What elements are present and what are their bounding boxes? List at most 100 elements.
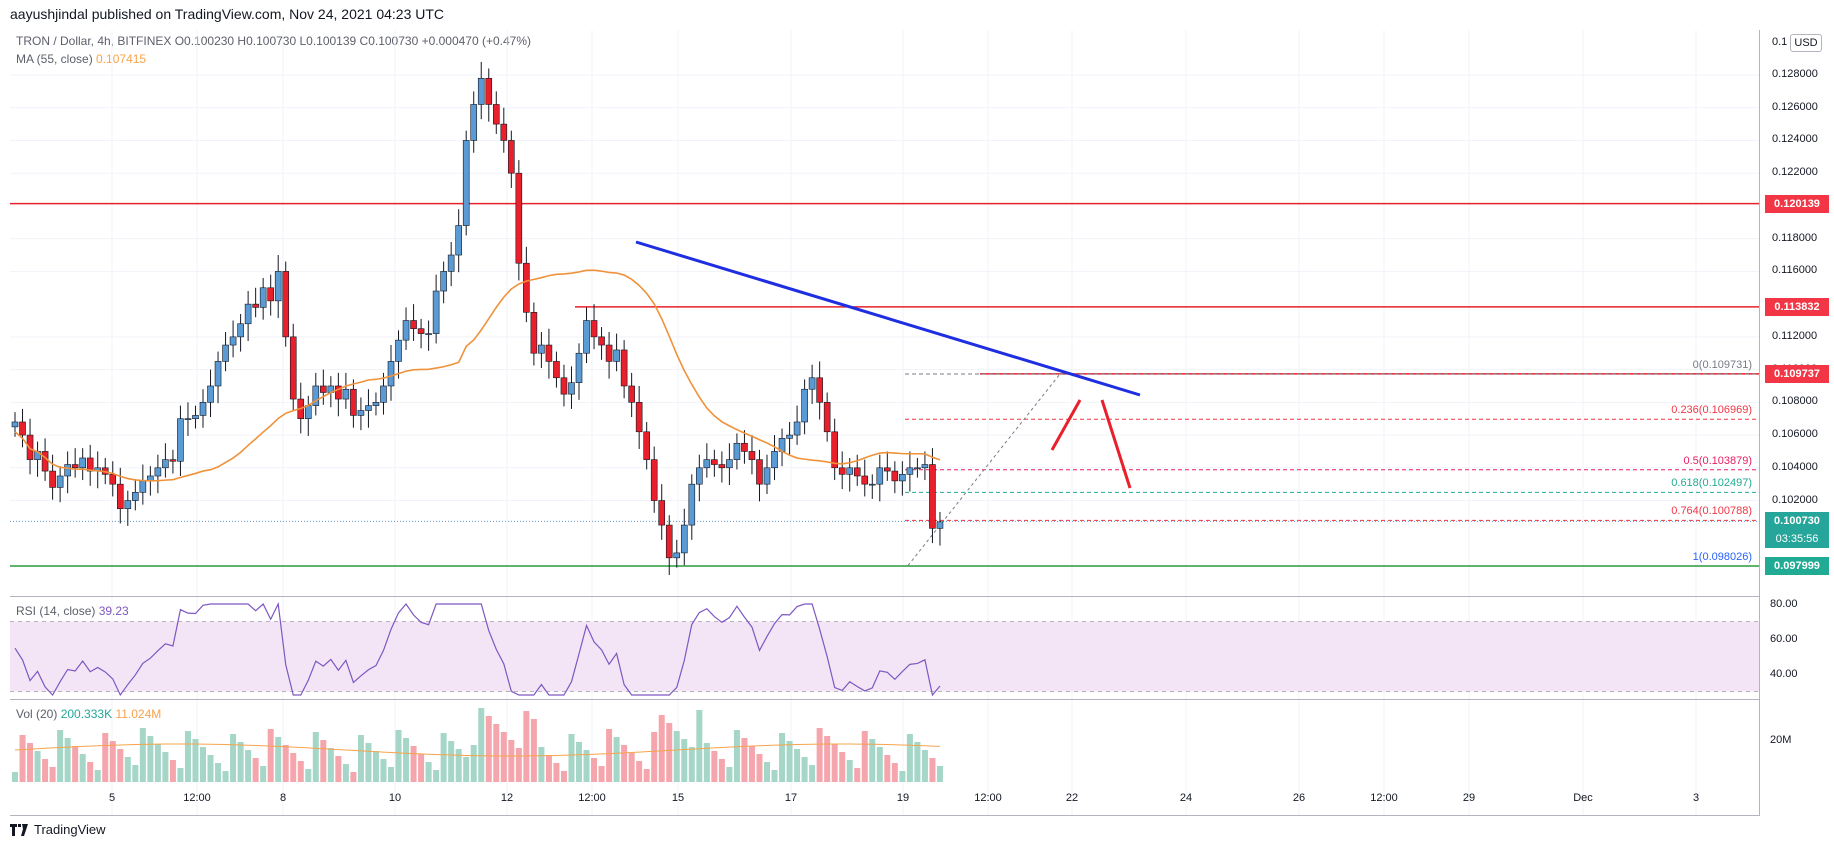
candles — [11, 61, 944, 576]
candle — [673, 552, 681, 559]
candle — [312, 385, 320, 406]
volume-bar — [854, 768, 861, 782]
price-tick: 0.122000 — [1772, 166, 1818, 179]
fib-level-label[interactable]: 0.764(0.100788) — [1671, 505, 1752, 518]
pane-separator[interactable] — [10, 596, 1760, 597]
fib-level-label[interactable]: 0.236(0.106969) — [1671, 404, 1752, 417]
ma-legend[interactable]: MA (55, close) 0.107415 — [16, 52, 146, 66]
candle — [154, 467, 162, 477]
candle — [876, 467, 884, 485]
price-axis-border — [1759, 30, 1760, 815]
candle — [914, 467, 921, 470]
volume-ma-line — [14, 743, 940, 757]
volume-bar — [621, 745, 628, 782]
price-badge-value: 0.113832 — [1774, 300, 1820, 313]
rsi-tick: 80.00 — [1770, 598, 1798, 610]
volume-bar — [861, 731, 868, 782]
candle — [553, 361, 560, 379]
price-tick: 0.116000 — [1772, 264, 1818, 277]
price-badge[interactable]: 0.100730 — [1765, 512, 1829, 531]
volume-bar — [733, 730, 740, 782]
volume-bar — [598, 766, 605, 782]
volume-bar — [49, 767, 56, 782]
fib-level-label[interactable]: 0(0.109731) — [1692, 359, 1752, 371]
volume-bar — [305, 769, 312, 782]
volume-bar — [395, 730, 402, 782]
candle — [395, 339, 402, 362]
volume-label: Vol (20) — [16, 707, 58, 721]
volume-value: 200.333K — [60, 707, 113, 721]
volume-bar — [493, 724, 500, 782]
volume-bar — [591, 758, 598, 782]
volume-bar — [673, 731, 680, 782]
volume-bar — [200, 747, 206, 782]
candle — [335, 385, 342, 400]
volume-bar — [425, 762, 432, 782]
volume-bar — [771, 770, 778, 782]
candle — [763, 467, 771, 485]
candle — [214, 361, 222, 387]
projection-arrow — [1050, 399, 1082, 451]
volume-bar — [184, 731, 191, 782]
candle — [56, 475, 64, 488]
time-tick: 24 — [1179, 792, 1193, 804]
time-tick: 12:00 — [974, 792, 1002, 804]
volume-bar — [530, 719, 537, 782]
symbol-legend[interactable]: TRON / Dollar, 4h, BITFINEX O0.100230 H0… — [16, 34, 531, 48]
volume-bar — [891, 763, 898, 782]
price-badge[interactable]: 0.109737 — [1765, 364, 1829, 383]
candle — [808, 377, 816, 390]
candle — [748, 451, 756, 460]
price-badge[interactable]: 0.120139 — [1765, 194, 1829, 213]
rsi-legend[interactable]: RSI (14, close) 39.23 — [16, 604, 129, 618]
volume-bar — [410, 746, 417, 782]
volume-bar — [711, 751, 718, 782]
volume-bar — [222, 771, 229, 782]
fib-level-label[interactable]: 1(0.098026) — [1692, 550, 1752, 563]
candle — [124, 500, 132, 510]
time-tick: 8 — [279, 792, 287, 804]
candle — [237, 323, 244, 338]
volume-legend[interactable]: Vol (20) 200.333K 11.024M — [16, 707, 161, 721]
volume-bar — [215, 763, 222, 782]
volume-bar — [94, 770, 101, 782]
price-badge[interactable]: 0.097999 — [1765, 557, 1829, 576]
candle — [605, 344, 613, 362]
fib-level-label[interactable]: 0.618(0.102497) — [1671, 477, 1752, 490]
candle — [177, 418, 184, 462]
volume-bar — [538, 747, 545, 782]
volume-bar — [914, 742, 921, 782]
price-tick: 0.128000 — [1772, 68, 1818, 80]
candle — [515, 172, 523, 264]
price-badge[interactable]: 0.113832 — [1765, 297, 1829, 316]
currency-button[interactable]: USD — [1790, 34, 1822, 52]
candle — [289, 336, 297, 400]
time-tick: 19 — [896, 792, 910, 804]
candle — [530, 312, 538, 354]
candle — [583, 320, 590, 354]
candle — [846, 467, 854, 475]
pane-separator[interactable] — [10, 699, 1760, 700]
footer-brand[interactable]: TradingView — [10, 822, 106, 837]
rsi-tick: 60.00 — [1770, 633, 1798, 645]
candle — [304, 405, 312, 419]
volume-bar — [500, 732, 507, 782]
volume-bar — [27, 743, 34, 782]
candle — [568, 382, 575, 395]
candle — [838, 467, 846, 475]
price-tick: 0.102000 — [1772, 493, 1818, 506]
time-tick: 10 — [388, 792, 402, 804]
volume-bar — [906, 734, 913, 782]
fib-level-label[interactable]: 0.5(0.103879) — [1683, 454, 1753, 467]
volume-bar — [869, 739, 876, 782]
candle — [199, 402, 207, 416]
volume-bar — [132, 765, 139, 782]
volume-bar — [523, 711, 530, 782]
volume-ma-value: 11.024M — [115, 707, 162, 721]
time-tick: 15 — [671, 792, 685, 804]
candle — [696, 467, 703, 485]
candle — [470, 104, 478, 141]
candle — [688, 483, 696, 526]
volume-bar — [786, 741, 793, 782]
